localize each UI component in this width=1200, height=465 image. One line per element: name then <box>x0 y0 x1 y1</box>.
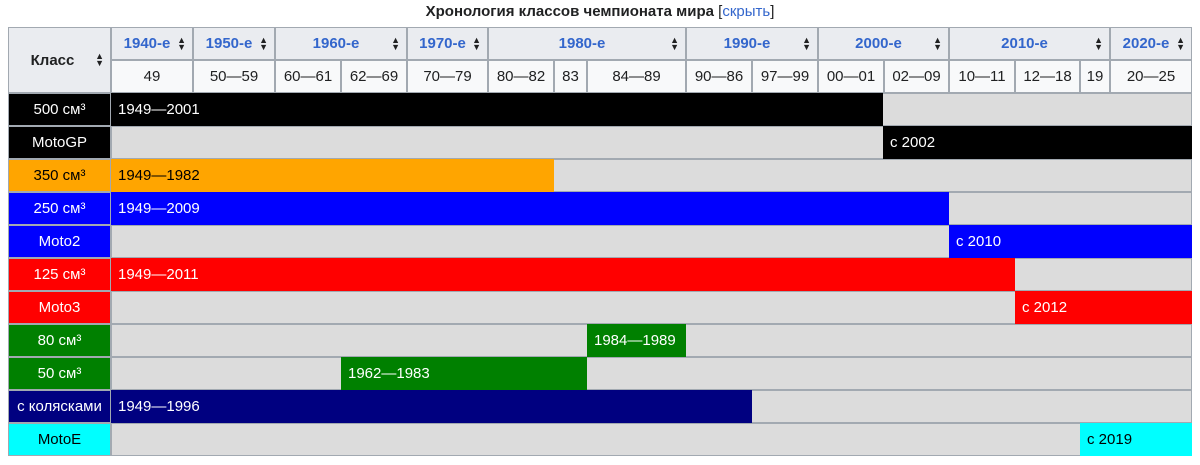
period-bar: с 2010 <box>949 225 1192 258</box>
class-row-label: 500 см³ <box>8 93 111 126</box>
class-row-label: 80 см³ <box>8 324 111 357</box>
decade-header[interactable]: 1970-е ▲ ▼ <box>407 27 488 60</box>
period-bar: 1949—1982 <box>111 159 554 192</box>
class-header-label: Класс <box>30 51 75 69</box>
decade-header[interactable]: 2010-е ▲ ▼ <box>949 27 1110 60</box>
year-range-header: 70—79 <box>407 60 488 93</box>
decade-label: 1960-е <box>312 35 360 52</box>
class-row-label: MotoGP <box>8 126 111 159</box>
decade-header[interactable]: 1980-е ▲ ▼ <box>488 27 686 60</box>
decade-label: 1980-е <box>558 35 606 52</box>
decade-header[interactable]: 1940-е ▲ ▼ <box>111 27 193 60</box>
decade-header[interactable]: 2000-е ▲ ▼ <box>818 27 949 60</box>
period-bar: 1984—1989 <box>587 324 686 357</box>
year-range-header: 12—18 <box>1015 60 1080 93</box>
class-row-label: с колясками <box>8 390 111 423</box>
year-range-header: 10—11 <box>949 60 1015 93</box>
year-range-header: 49 <box>111 60 193 93</box>
class-row-label: 50 см³ <box>8 357 111 390</box>
timeline-row-background <box>111 357 1192 390</box>
year-range-header: 90—86 <box>686 60 752 93</box>
year-range-header: 02—09 <box>884 60 949 93</box>
hide-link[interactable]: скрыть <box>722 3 771 20</box>
year-range-header: 83 <box>554 60 587 93</box>
period-bar: с 2019 <box>1080 423 1192 456</box>
decade-label: 1990-е <box>723 35 771 52</box>
decade-label: 1970-е <box>419 35 466 52</box>
class-row-label: Moto2 <box>8 225 111 258</box>
sort-icon[interactable]: ▲ ▼ <box>177 34 186 52</box>
class-row-label: Moto3 <box>8 291 111 324</box>
decade-label: 1950-е <box>205 35 253 52</box>
year-range-header: 50—59 <box>193 60 275 93</box>
sort-icon[interactable]: ▲ ▼ <box>1176 34 1185 52</box>
decade-header[interactable]: 1950-е ▲ ▼ <box>193 27 275 60</box>
decade-label: 1940-е <box>123 35 171 52</box>
year-range-header: 60—61 <box>275 60 341 93</box>
decade-header[interactable]: 1990-е ▲ ▼ <box>686 27 818 60</box>
year-range-header: 80—82 <box>488 60 554 93</box>
decade-header[interactable]: 2020-е ▲ ▼ <box>1110 27 1192 60</box>
decade-label: 2000-е <box>855 35 902 52</box>
sort-icon[interactable]: ▲ ▼ <box>802 34 811 52</box>
period-bar: 1962—1983 <box>341 357 587 390</box>
period-bar: с 2012 <box>1015 291 1192 324</box>
period-bar: 1949—2001 <box>111 93 883 126</box>
year-range-header: 20—25 <box>1110 60 1192 93</box>
class-row-label: 250 см³ <box>8 192 111 225</box>
year-range-header: 84—89 <box>587 60 686 93</box>
period-bar: 1949—2009 <box>111 192 949 225</box>
decade-label: 2010-е <box>1001 35 1048 52</box>
year-range-header: 97—99 <box>752 60 818 93</box>
period-bar: 1949—2011 <box>111 258 1015 291</box>
sort-icon[interactable]: ▲ ▼ <box>95 51 104 68</box>
sort-icon[interactable]: ▲ ▼ <box>472 34 481 52</box>
timeline-row-background <box>111 423 1192 456</box>
decade-header[interactable]: 1960-е ▲ ▼ <box>275 27 407 60</box>
table-title: Хронология классов чемпионата мира <box>425 3 714 20</box>
year-range-header: 19 <box>1080 60 1110 93</box>
class-row-label: 125 см³ <box>8 258 111 291</box>
timeline-row-background <box>111 291 1192 324</box>
class-row-label: 350 см³ <box>8 159 111 192</box>
sort-icon[interactable]: ▲ ▼ <box>1094 34 1103 52</box>
sort-icon[interactable]: ▲ ▼ <box>259 34 268 52</box>
sort-icon[interactable]: ▲ ▼ <box>670 34 679 52</box>
class-row-label: MotoE <box>8 423 111 456</box>
year-range-header: 00—01 <box>818 60 884 93</box>
year-range-header: 62—69 <box>341 60 407 93</box>
sort-icon[interactable]: ▲ ▼ <box>391 34 400 52</box>
class-column-header[interactable]: Класс ▲ ▼ <box>8 27 111 93</box>
period-bar: с 2002 <box>883 126 1192 159</box>
decade-label: 2020-е <box>1122 35 1170 52</box>
table-caption: Хронология классов чемпионата мира [скры… <box>425 3 775 20</box>
timeline-table: Класс ▲ ▼ 1940-е ▲ ▼ 1950-е ▲ ▼ 1960-е ▲ ▼ 1970-е ▲ ▼ 1… <box>8 27 1192 461</box>
sort-icon[interactable]: ▲ ▼ <box>933 34 942 52</box>
period-bar: 1949—1996 <box>111 390 752 423</box>
